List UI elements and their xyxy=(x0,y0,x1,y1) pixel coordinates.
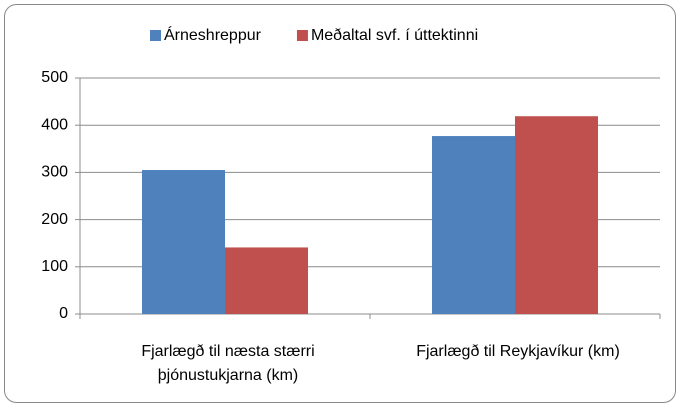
x-tick-label: Fjarlægð til Reykjavíkur (km) xyxy=(416,343,620,360)
bar xyxy=(225,247,308,314)
bar xyxy=(515,116,598,315)
y-tick-label: 300 xyxy=(41,164,68,181)
bar xyxy=(432,136,515,314)
y-tick-label: 400 xyxy=(41,116,68,133)
y-tick-label: 0 xyxy=(59,305,68,322)
legend-label: Árneshreppur xyxy=(164,25,262,44)
y-tick-label: 500 xyxy=(41,69,68,86)
legend-swatch xyxy=(150,30,161,41)
legend-label: Meðaltal svf. í úttektinni xyxy=(311,27,478,44)
legend-swatch xyxy=(296,30,308,41)
y-tick-label: 200 xyxy=(41,211,68,228)
bar xyxy=(142,170,225,314)
x-tick-label: Fjarlægð til næsta stærri þjónustukjarna… xyxy=(141,343,315,384)
y-tick-label: 100 xyxy=(41,258,68,275)
